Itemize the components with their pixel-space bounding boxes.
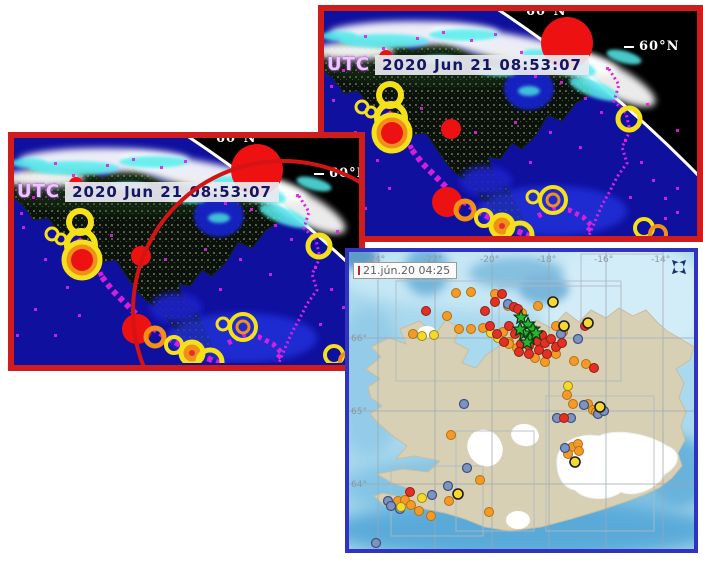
utc-label: UTC — [327, 54, 371, 75]
latitude-label-top: 60°N — [526, 5, 567, 19]
cursor-tick — [358, 266, 360, 275]
svg-text:-20°: -20° — [480, 255, 499, 265]
ocean-shade — [519, 274, 569, 304]
quake-dots-layer — [370, 287, 610, 549]
satellite-quake-panel-large[interactable]: 60°N 60°N UTC 2020 Jun 21 08:53:07 — [318, 5, 703, 242]
svg-text:64°: 64° — [351, 480, 367, 490]
pan-compass-icon[interactable] — [668, 256, 690, 278]
iceland-earthquake-map[interactable]: -24° -22° -20° -18° -16° -14° 66° 65° 64° 21.jún… — [345, 248, 698, 553]
latitude-label-side: 60°N — [624, 39, 679, 54]
svg-text:-18°: -18° — [537, 255, 556, 265]
svg-text:-22°: -22° — [423, 255, 442, 265]
utc-label: UTC — [17, 181, 61, 202]
svg-text:66°: 66° — [351, 334, 367, 344]
satellite-scene: 60°N 60°N UTC 2020 Jun 21 08:53:07 — [324, 11, 697, 236]
timestamp-row: UTC 2020 Jun 21 08:53:07 — [327, 54, 589, 75]
map-timestamp-box: 21.jún.20 04:25 — [353, 262, 458, 279]
iceland-map-graphics: -24° -22° -20° -18° -16° -14° 66° 65° 64° — [349, 252, 694, 549]
satellite-quake-panel-small[interactable]: 60°N 60°N UTC 2020 Jun 21 08:53:07 — [8, 132, 365, 371]
utc-timestamp: 2020 Jun 21 08:53:07 — [375, 54, 589, 75]
latitude-label-top: 60°N — [216, 132, 257, 146]
svg-text:-16°: -16° — [594, 255, 613, 265]
svg-text:65°: 65° — [351, 407, 367, 417]
map-timestamp: 21.jún.20 04:25 — [363, 264, 451, 277]
svg-text:-14°: -14° — [651, 255, 670, 265]
latitude-tick — [624, 45, 634, 48]
svg-text:-24°: -24° — [366, 255, 385, 265]
